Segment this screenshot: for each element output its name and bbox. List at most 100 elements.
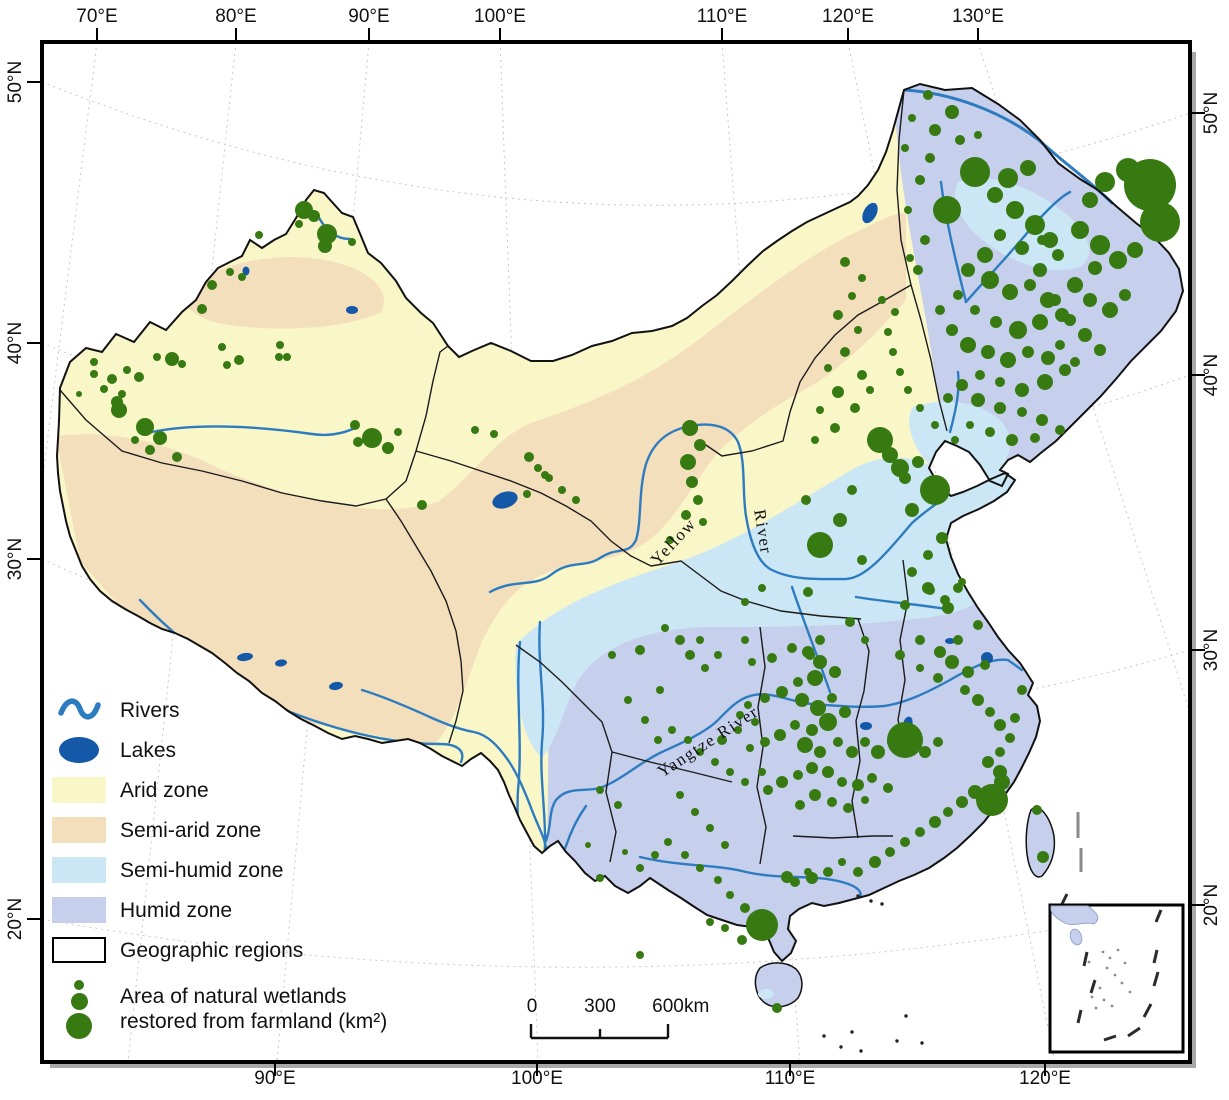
wetland-site-dot: [100, 385, 108, 393]
wetland-size-dots-icon: [52, 979, 106, 1039]
wetland-site-dot: [970, 305, 980, 315]
axis-tick-left: [27, 918, 42, 920]
wetland-site-dot: [760, 737, 770, 747]
axis-tick-left: [27, 342, 42, 344]
wetland-site-dot: [1094, 344, 1106, 356]
legend: Rivers Lakes Arid zone Semi-arid zone Se…: [52, 690, 412, 1048]
wetland-site-dot: [885, 847, 895, 857]
wetland-site-dot: [741, 778, 749, 786]
wetland-site-dot: [524, 452, 534, 462]
wetland-site-dot: [218, 343, 226, 351]
wetland-site-dot: [226, 268, 234, 276]
wetland-site-dot: [350, 420, 360, 430]
wetland-site-dot: [711, 758, 719, 766]
wetland-site-dot: [717, 735, 727, 745]
wetland-site-dot: [1102, 302, 1118, 318]
wetland-site-dot: [985, 707, 995, 717]
wetland-site-dot: [651, 851, 659, 859]
axis-tick-left: [27, 81, 42, 83]
wetland-site-dot: [107, 374, 117, 384]
axis-tick-right: [1190, 904, 1205, 906]
wetland-site-dot: [699, 518, 707, 526]
wetland-site-dot: [1055, 340, 1065, 350]
legend-label: Lakes: [120, 738, 177, 762]
wetland-site-dot: [945, 105, 959, 119]
wetland-site-dot: [1116, 158, 1140, 182]
axis-tick-top: [368, 28, 370, 42]
wetland-site-dot: [624, 696, 632, 704]
wetland-site-dot: [882, 447, 898, 463]
wetland-site-dot: [961, 263, 975, 277]
wetland-site-dot: [998, 168, 1018, 188]
wetland-site-dot: [774, 729, 786, 741]
axis-label-top: 100°E: [474, 6, 526, 27]
wetland-site-dot: [933, 196, 961, 224]
wetland-site-dot: [908, 114, 916, 122]
wetland-site-dot: [656, 686, 664, 694]
wetland-site-dot: [802, 646, 814, 658]
wetland-site-dot: [1064, 314, 1076, 326]
wetland-site-dot: [348, 238, 356, 246]
wetland-site-dot: [178, 360, 186, 368]
axis-label-left: 50°N: [5, 60, 26, 104]
legend-item-semi-humid: Semi-humid zone: [52, 850, 412, 890]
wetland-site-dot: [523, 490, 531, 498]
wetland-site-dot: [811, 436, 819, 444]
wetland-site-dot: [165, 352, 179, 366]
legend-label: Rivers: [120, 698, 180, 722]
wetland-site-dot: [840, 347, 850, 357]
wetland-site-dot: [942, 602, 954, 614]
wetland-site-dot: [694, 439, 706, 451]
wetland-site-dot: [353, 437, 363, 447]
legend-item-lakes: Lakes: [52, 730, 412, 770]
wetland-site-dot: [920, 475, 950, 505]
wetland-site-dot: [1067, 277, 1083, 293]
wetland-site-dot: [931, 421, 939, 429]
wetland-site-dot: [845, 617, 855, 627]
wetland-site-dot: [696, 636, 704, 644]
scale-bar-number: 0: [526, 996, 538, 1017]
wetland-site-dot: [746, 909, 778, 941]
wetland-site-dot: [726, 891, 734, 899]
frame-shadow: [50, 52, 1196, 1068]
wetland-site-dot: [145, 445, 155, 455]
axis-label-bottom: 90°E: [254, 1068, 296, 1089]
wetland-site-dot: [1037, 235, 1047, 245]
wetland-site-dot: [572, 496, 580, 504]
wetland-site-dot: [714, 651, 722, 659]
axis-tick-bottom: [536, 1062, 538, 1076]
wetland-site-dot: [1071, 221, 1089, 239]
scale-bar-unit: km: [684, 996, 710, 1017]
wetland-site-dot: [871, 745, 885, 759]
wetland-site-dot: [795, 800, 805, 810]
wetland-site-dot: [1015, 383, 1029, 397]
legend-wetland-line2: restored from farmland (km²): [120, 1010, 388, 1033]
wetland-site-dot: [255, 231, 263, 239]
axis-label-top: 120°E: [822, 6, 874, 27]
wetland-site-dot: [806, 724, 818, 736]
wetland-site-dot: [839, 706, 851, 718]
wetland-site-dot: [987, 187, 1003, 203]
wetland-site-dot: [1109, 251, 1127, 269]
wetland-site-dot: [813, 655, 827, 669]
wetland-site-dot: [767, 653, 777, 663]
wetland-site-dot: [471, 426, 479, 434]
wetland-site-dot: [815, 635, 825, 645]
wetland-site-dot: [760, 693, 770, 703]
inset-islets: [1087, 948, 1132, 1010]
axis-tick-top: [499, 28, 501, 42]
wetland-site-dot: [696, 748, 704, 756]
legend-label: Humid zone: [120, 898, 233, 922]
wetland-site-dot: [982, 756, 994, 768]
wetland-site-dot: [797, 737, 813, 753]
wetland-site-dot: [680, 454, 696, 470]
wetland-site-dot: [869, 856, 881, 868]
wetland-site-dot: [1036, 414, 1048, 426]
wetland-site-dot: [878, 296, 886, 304]
legend-item-arid: Arid zone: [52, 770, 412, 810]
wetland-site-dot: [706, 918, 714, 926]
axis-label-left: 30°N: [5, 537, 26, 581]
wetland-site-dot: [861, 796, 869, 804]
wetland-site-dot: [904, 206, 912, 214]
wetland-site-dot: [635, 645, 645, 655]
